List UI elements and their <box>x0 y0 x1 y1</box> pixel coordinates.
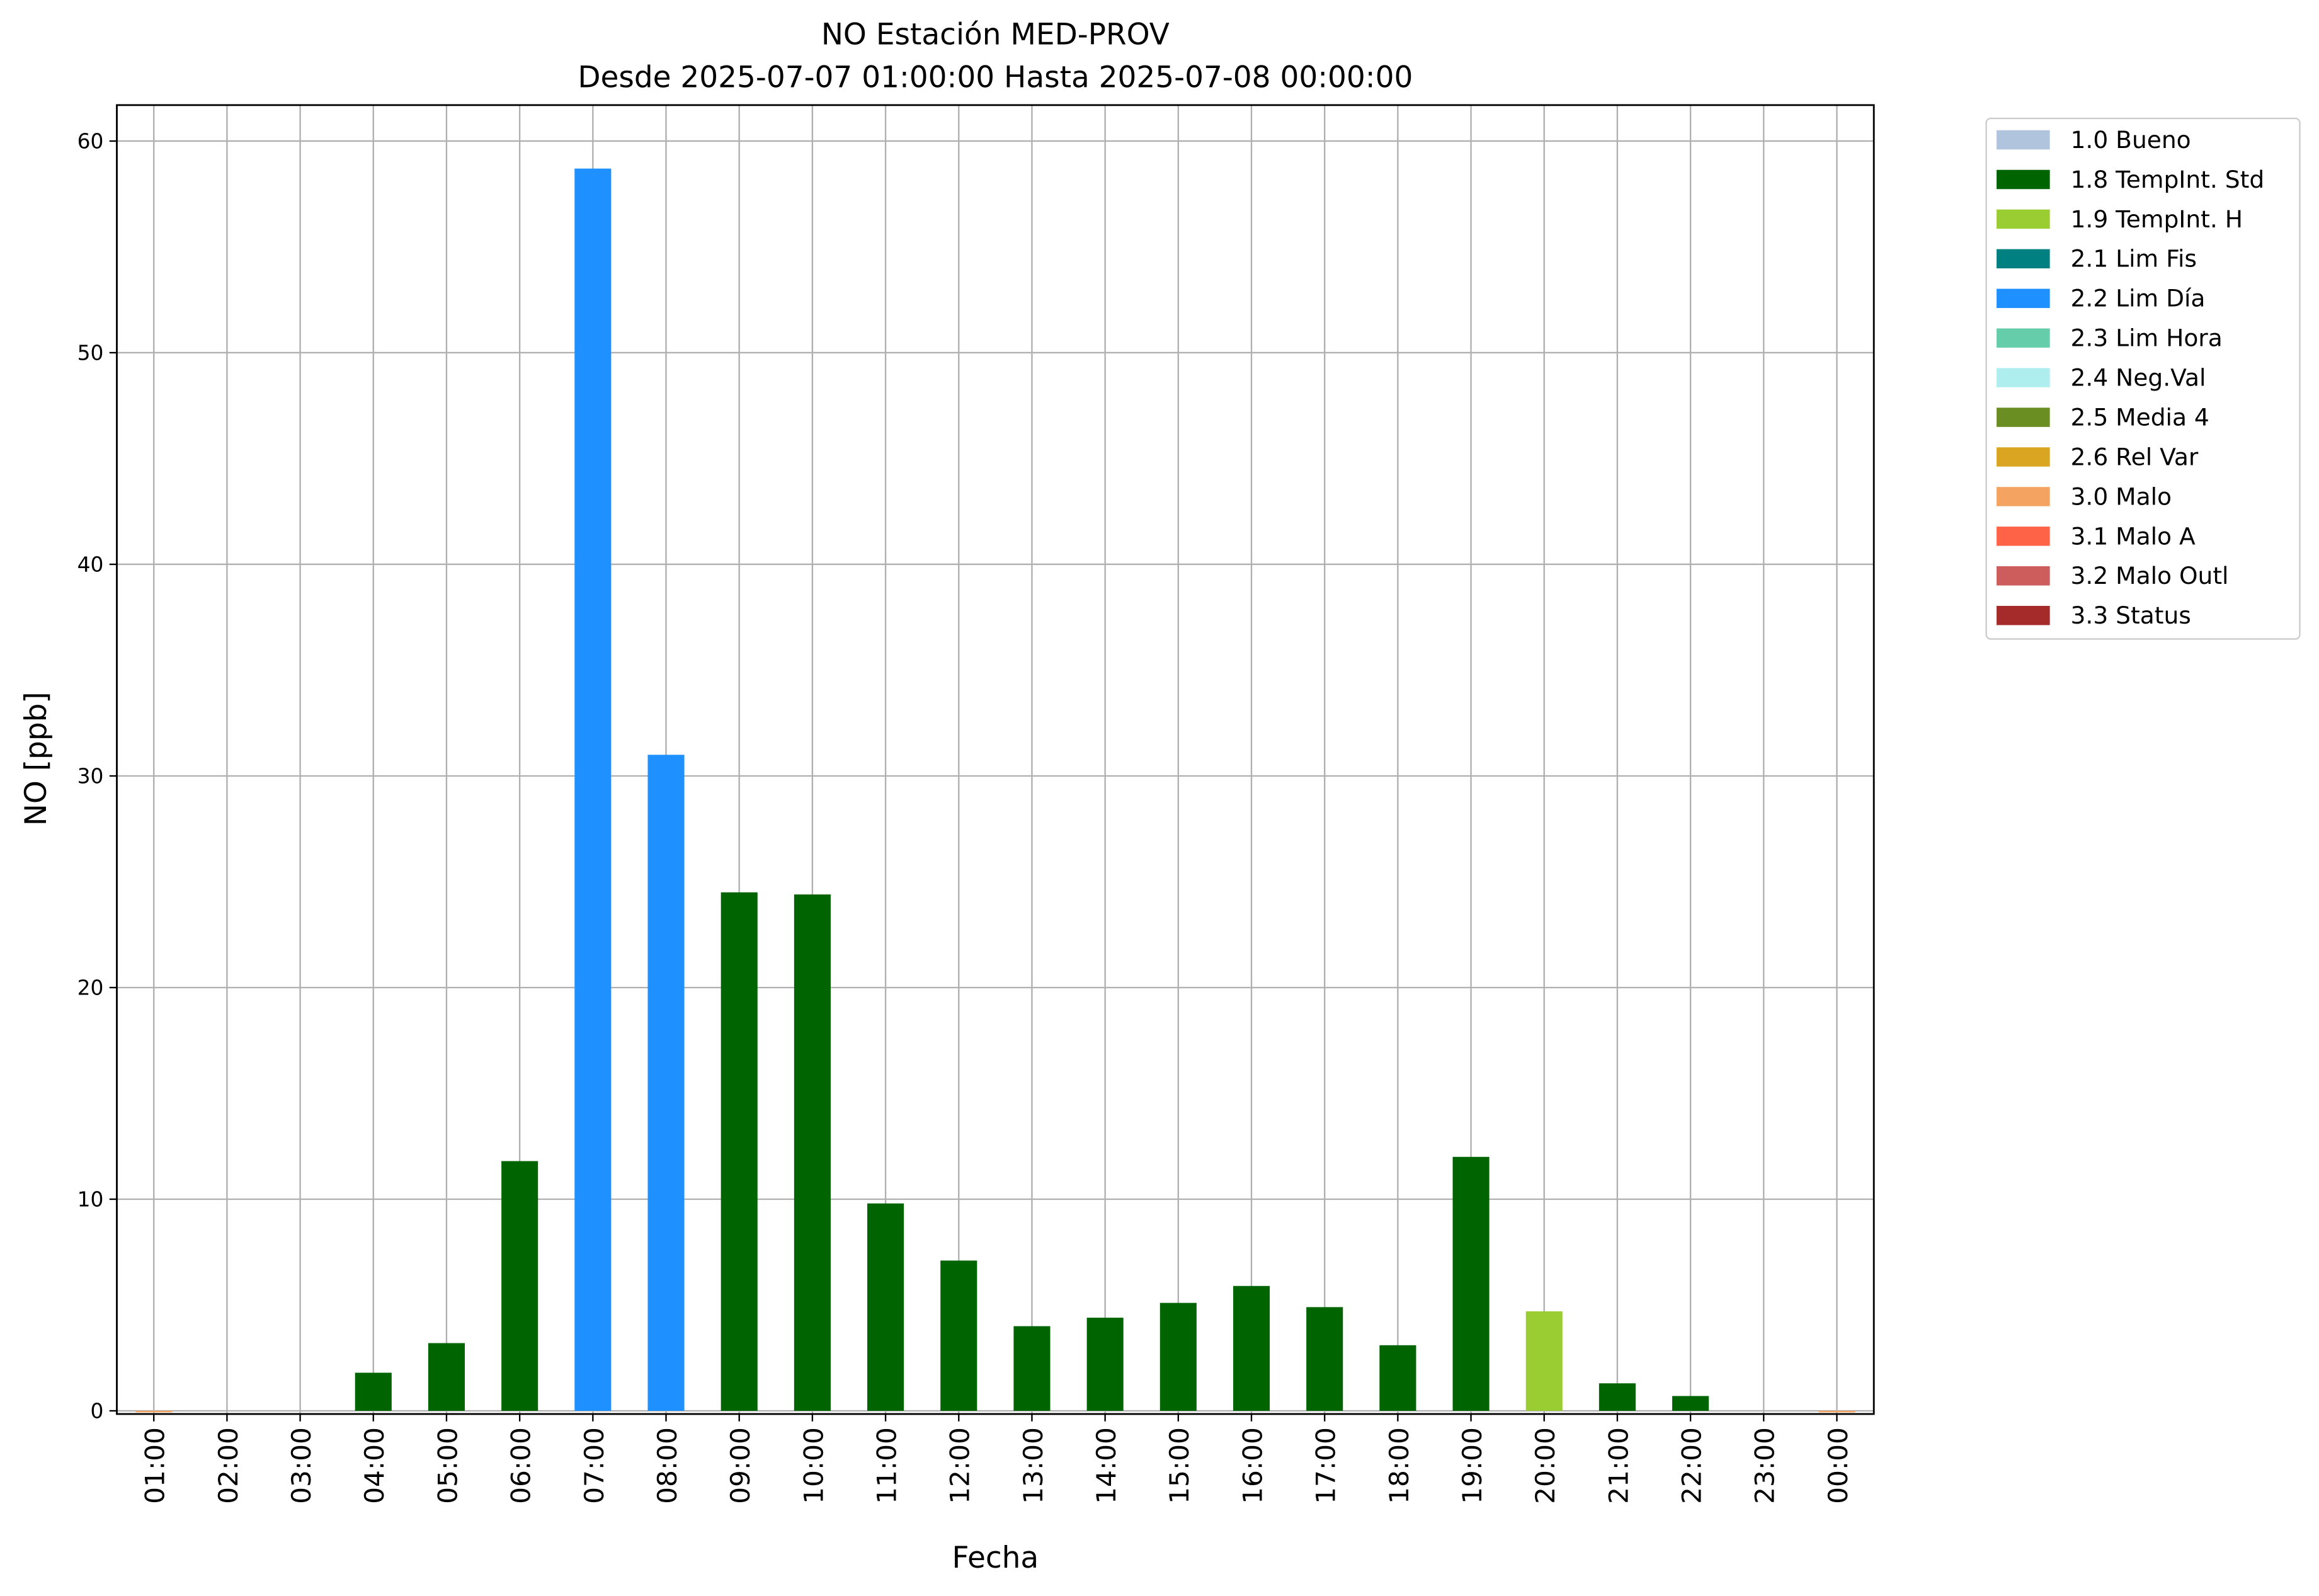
y-tick-label: 40 <box>77 552 104 577</box>
legend-label: 2.3 Lim Hora <box>2071 324 2223 352</box>
legend-swatch <box>1997 487 2050 506</box>
x-tick-label: 00:00 <box>1823 1427 1854 1504</box>
x-tick-label: 15:00 <box>1164 1427 1195 1504</box>
bar <box>1452 1156 1490 1411</box>
legend-label: 3.2 Malo Outl <box>2071 562 2229 590</box>
y-tick-label: 50 <box>77 341 104 365</box>
x-tick-label: 18:00 <box>1384 1427 1415 1504</box>
legend-label: 2.1 Lim Fis <box>2071 245 2197 273</box>
bar <box>794 894 831 1411</box>
legend-swatch <box>1997 447 2050 467</box>
y-tick-label: 10 <box>77 1187 104 1212</box>
x-tick-label: 09:00 <box>725 1427 756 1504</box>
x-tick-label: 01:00 <box>140 1427 171 1504</box>
x-tick-label: 10:00 <box>798 1427 829 1504</box>
legend-box <box>1985 117 2301 640</box>
y-tick-label: 30 <box>77 764 104 789</box>
bar <box>574 168 612 1411</box>
bar <box>1160 1302 1197 1411</box>
bars <box>135 168 1855 1413</box>
x-tick-label: 12:00 <box>945 1427 976 1504</box>
legend-swatch <box>1997 408 2050 427</box>
chart-subtitle: Desde 2025-07-07 01:00:00 Hasta 2025-07-… <box>578 60 1413 95</box>
bar <box>1013 1326 1051 1411</box>
legend-swatch <box>1997 605 2050 625</box>
x-tick-label: 16:00 <box>1237 1427 1268 1504</box>
grid <box>117 105 1874 1415</box>
legend-label: 2.5 Media 4 <box>2071 403 2209 431</box>
x-tick-label: 08:00 <box>652 1427 683 1504</box>
plot-frame <box>116 104 1875 1415</box>
x-tick-label: 11:00 <box>872 1427 903 1504</box>
x-tick-label: 21:00 <box>1603 1427 1634 1504</box>
legend-swatch <box>1997 249 2050 269</box>
y-tick-label: 20 <box>77 976 104 1000</box>
bar <box>1379 1345 1416 1411</box>
bar <box>940 1260 977 1411</box>
x-tick-label: 14:00 <box>1091 1427 1122 1504</box>
legend-label: 3.0 Malo <box>2071 482 2172 510</box>
legend-label: 2.2 Lim Día <box>2071 285 2206 312</box>
y-axis-label: NO [ppb] <box>19 692 54 826</box>
x-tick-label: 17:00 <box>1311 1427 1342 1504</box>
x-tick-label: 05:00 <box>432 1427 463 1504</box>
bar <box>1525 1311 1563 1411</box>
legend-swatch <box>1997 130 2050 150</box>
chart-title: NO Estación MED-PROV <box>821 18 1170 52</box>
bar <box>1233 1285 1270 1411</box>
x-axis-label: Fecha <box>952 1541 1039 1575</box>
legend-swatch <box>1997 527 2050 546</box>
axes: 0 10 20 30 40 50 60 01:00 02:00 03:00 04:00 05:00 06… <box>77 129 1854 1504</box>
y-tick-label: 0 <box>90 1399 103 1423</box>
legend-swatch <box>1997 368 2050 387</box>
legend-label: 3.1 Malo A <box>2071 522 2196 550</box>
legend: 1.0 Bueno 1.8 TempInt. Std 1.9 TempInt. H 2… <box>1985 117 2301 640</box>
legend-swatch <box>1997 169 2050 190</box>
bar <box>721 892 758 1411</box>
x-tick-label: 06:00 <box>506 1427 537 1504</box>
bar <box>1598 1383 1636 1411</box>
x-tick-label: 04:00 <box>359 1427 390 1504</box>
bar <box>1306 1307 1343 1411</box>
legend-label: 3.3 Status <box>2071 601 2191 629</box>
bar <box>501 1161 538 1411</box>
legend-label: 2.6 Rel Var <box>2071 443 2199 470</box>
y-tick-label: 60 <box>77 129 104 154</box>
x-tick-label: 13:00 <box>1018 1427 1049 1504</box>
bar <box>1818 1410 1855 1413</box>
bar <box>867 1203 904 1411</box>
x-tick-label: 20:00 <box>1530 1427 1561 1504</box>
legend-label: 1.0 Bueno <box>2071 126 2191 154</box>
legend-swatch <box>1997 288 2050 309</box>
legend-label: 1.9 TempInt. H <box>2071 205 2243 233</box>
legend-swatch <box>1997 209 2050 229</box>
x-tick-label: 02:00 <box>213 1427 244 1504</box>
x-tick-label: 07:00 <box>579 1427 610 1504</box>
bar <box>135 1410 173 1413</box>
bar <box>1086 1318 1124 1411</box>
legend-label: 1.8 TempInt. Std <box>2071 166 2265 193</box>
x-tick-label: 19:00 <box>1457 1427 1488 1504</box>
x-tick-label: 22:00 <box>1677 1427 1707 1504</box>
bar <box>355 1372 392 1411</box>
bar <box>1672 1396 1709 1411</box>
bar <box>647 755 685 1411</box>
legend-swatch <box>1997 328 2050 348</box>
bar <box>428 1343 465 1411</box>
legend-label: 2.4 Neg.Val <box>2071 364 2206 392</box>
legend-swatch <box>1997 566 2050 586</box>
x-tick-label: 03:00 <box>286 1427 317 1504</box>
x-tick-label: 23:00 <box>1750 1427 1781 1504</box>
